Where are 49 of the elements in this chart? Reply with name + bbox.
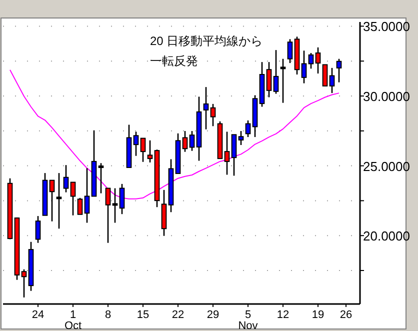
x-tick-label: 29 (206, 309, 220, 321)
candlestick (84, 168, 90, 224)
x-tick-label: 22 (172, 309, 184, 321)
x-tick-label: 26 (340, 309, 352, 321)
x-tick-label: 8 (104, 309, 112, 321)
candlestick (273, 49, 279, 94)
candlestick (322, 64, 328, 86)
candlestick (238, 130, 244, 146)
y-tick-label: 25.0000 (363, 158, 410, 174)
candlestick (98, 162, 104, 194)
candlestick (119, 183, 125, 215)
candlestick (210, 103, 216, 127)
candlestick (140, 138, 146, 163)
candlestick (189, 130, 195, 152)
candlestick (224, 131, 230, 176)
candlestick (147, 140, 153, 164)
candlestick (287, 38, 293, 64)
candlestick (133, 131, 139, 157)
candlestick (301, 50, 307, 84)
candlestick (77, 197, 83, 216)
candlestick (182, 130, 188, 152)
x-tick-label: 19 (312, 309, 324, 321)
candlestick (70, 182, 76, 216)
candlestick (112, 188, 118, 224)
candlestick (266, 61, 272, 98)
y-tick-label: 35.0000 (363, 19, 410, 34)
x-tick-label: 1 Oct (64, 309, 82, 331)
candlestick (35, 215, 41, 244)
candlestick (56, 172, 62, 230)
candlestick (245, 120, 251, 138)
candlestick (203, 86, 209, 130)
candlestick (329, 67, 335, 94)
x-tick-label: 12 (276, 309, 290, 321)
x-tick-label: 5 Nov (238, 309, 258, 331)
candlestick (315, 46, 321, 74)
y-tick-label: 30.0000 (363, 88, 410, 104)
y-tick-label: 20.0000 (363, 228, 410, 244)
candlestick (21, 268, 27, 298)
candlestick (105, 188, 111, 244)
x-tick-label: 15 (136, 309, 150, 321)
candlestick (49, 180, 55, 222)
candlestick (280, 58, 286, 104)
candlestick (231, 134, 237, 176)
annotation: 20 日移動平均線から (150, 34, 263, 48)
candlestick (308, 52, 314, 70)
x-tick-label: 24 (32, 309, 44, 321)
candlestick (63, 164, 69, 193)
annotation: 一転反発 (150, 54, 198, 68)
candlestick (336, 58, 342, 83)
